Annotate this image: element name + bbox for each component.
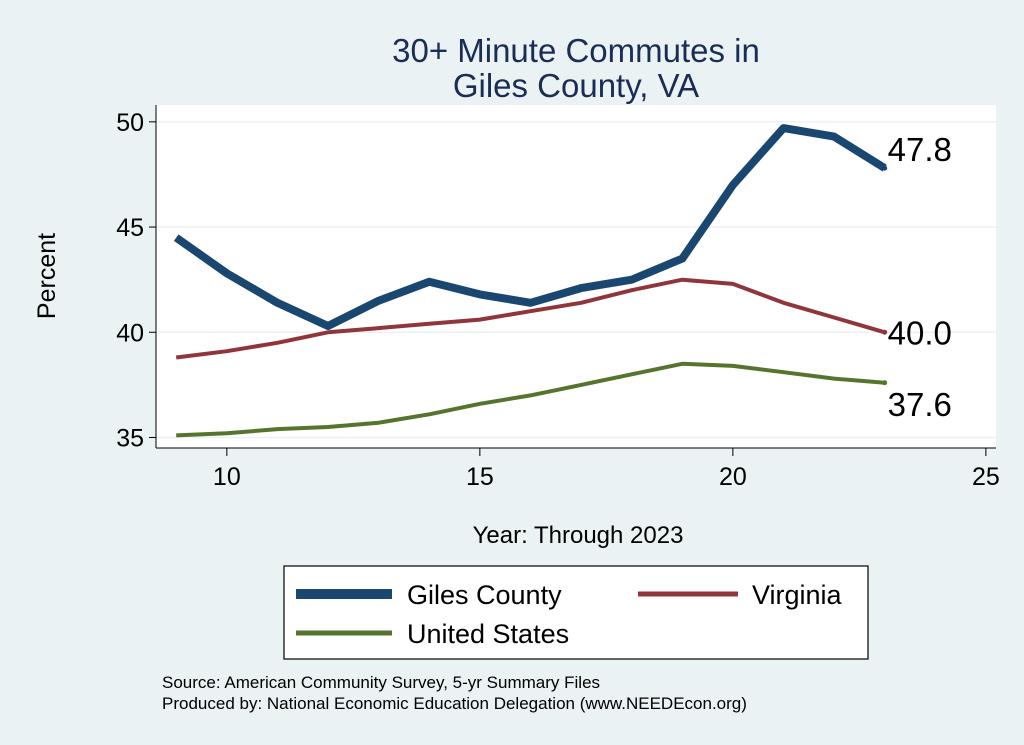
grid — [156, 121, 996, 439]
axes: 35 40 45 50 10 15 20 25 — [116, 105, 1000, 491]
end-value-label-giles-county: 47.8 — [888, 131, 952, 168]
y-tick-label-35: 35 — [116, 424, 144, 452]
source-note: Source: American Community Survey, 5-yr … — [162, 673, 600, 692]
y-axis-label: Percent — [33, 233, 61, 319]
series-line-united-states — [176, 361, 885, 438]
legend-label-virginia: Virginia — [752, 580, 843, 610]
series-end-point-giles-county — [882, 165, 888, 171]
x-axis-label: Year: Through 2023 — [473, 522, 684, 549]
chart-title-line-1: 30+ Minute Commutes in — [392, 32, 760, 69]
x-tick-label-20: 20 — [719, 463, 747, 491]
legend-box — [283, 565, 869, 660]
producer-note: Produced by: National Economic Education… — [162, 694, 747, 713]
series-line-giles-county — [173, 124, 887, 330]
series-end-point-virginia — [882, 329, 888, 335]
x-tick-label-25: 25 — [972, 463, 1000, 491]
series-end-point-united-states — [882, 380, 888, 386]
plot-area — [156, 105, 996, 448]
y-tick-label-40: 40 — [116, 319, 144, 347]
legend-label-giles-county: Giles County — [407, 580, 562, 610]
legend: Giles County Virginia United States — [283, 565, 869, 660]
x-tick-label-10: 10 — [213, 463, 241, 491]
legend-label-united-states: United States — [407, 619, 569, 649]
chart-title-line-2: Giles County, VA — [453, 67, 699, 104]
end-value-label-united-states: 37.6 — [888, 386, 952, 423]
y-tick-label-50: 50 — [116, 109, 144, 137]
x-tick-label-15: 15 — [466, 463, 494, 491]
series-line-virginia — [175, 277, 886, 360]
end-value-label-virginia: 40.0 — [888, 314, 952, 351]
end-labels: 37.6 40.0 47.8 — [888, 131, 952, 423]
series-layer — [173, 124, 888, 438]
y-tick-label-45: 45 — [116, 214, 144, 242]
